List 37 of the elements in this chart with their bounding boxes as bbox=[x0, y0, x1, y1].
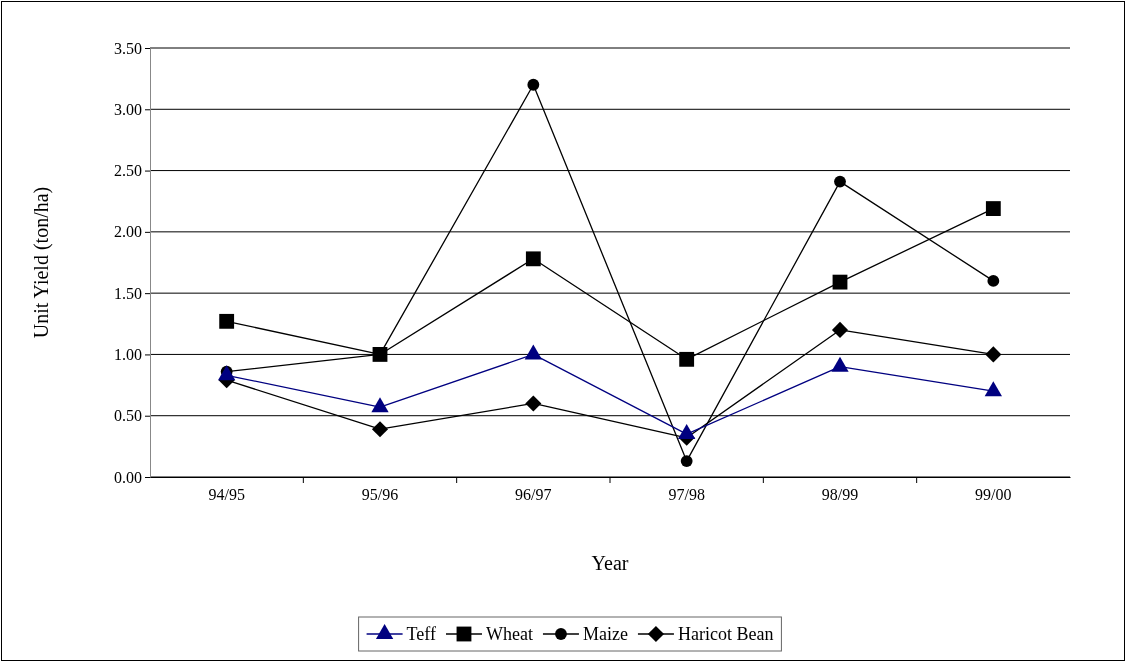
point bbox=[524, 344, 542, 360]
y-tick-label: 1.50 bbox=[114, 284, 142, 302]
point bbox=[371, 397, 389, 413]
legend-label: Haricot Bean bbox=[677, 624, 774, 644]
point bbox=[525, 395, 542, 412]
y-tick-label: 3.00 bbox=[114, 100, 142, 118]
point bbox=[985, 201, 1001, 216]
y-tick-label: 2.00 bbox=[114, 223, 142, 241]
legend-label: Teff bbox=[406, 624, 436, 644]
point bbox=[831, 321, 849, 338]
point bbox=[834, 175, 846, 188]
y-tick-label: 1.00 bbox=[114, 346, 142, 364]
y-axis-title: Unit Yield (ton/ha) bbox=[30, 186, 53, 339]
point bbox=[832, 274, 848, 290]
point bbox=[219, 313, 235, 329]
x-tick-label: 94/95 bbox=[208, 486, 245, 504]
x-tick-label: 95/96 bbox=[361, 486, 399, 504]
x-axis-title: Year bbox=[591, 552, 629, 574]
x-tick-label: 98/99 bbox=[821, 486, 859, 504]
point bbox=[527, 78, 540, 91]
y-tick-label: 0.00 bbox=[114, 468, 142, 486]
x-tick-label: 96/97 bbox=[515, 486, 552, 504]
point bbox=[678, 424, 696, 440]
y-tick-label: 3.50 bbox=[114, 39, 142, 57]
y-tick-label: 2.50 bbox=[114, 162, 142, 180]
legend-label: Wheat bbox=[485, 624, 533, 644]
point bbox=[679, 351, 695, 367]
point bbox=[371, 421, 389, 438]
point bbox=[985, 346, 1002, 363]
y-tick-label: 0.50 bbox=[114, 407, 142, 425]
x-tick-label: 99/00 bbox=[975, 486, 1012, 504]
x-tick-label: 97/98 bbox=[668, 486, 705, 504]
point bbox=[984, 381, 1002, 397]
point bbox=[525, 251, 541, 267]
point bbox=[987, 274, 1000, 287]
point bbox=[680, 455, 693, 467]
legend-label: Maize bbox=[582, 624, 628, 644]
